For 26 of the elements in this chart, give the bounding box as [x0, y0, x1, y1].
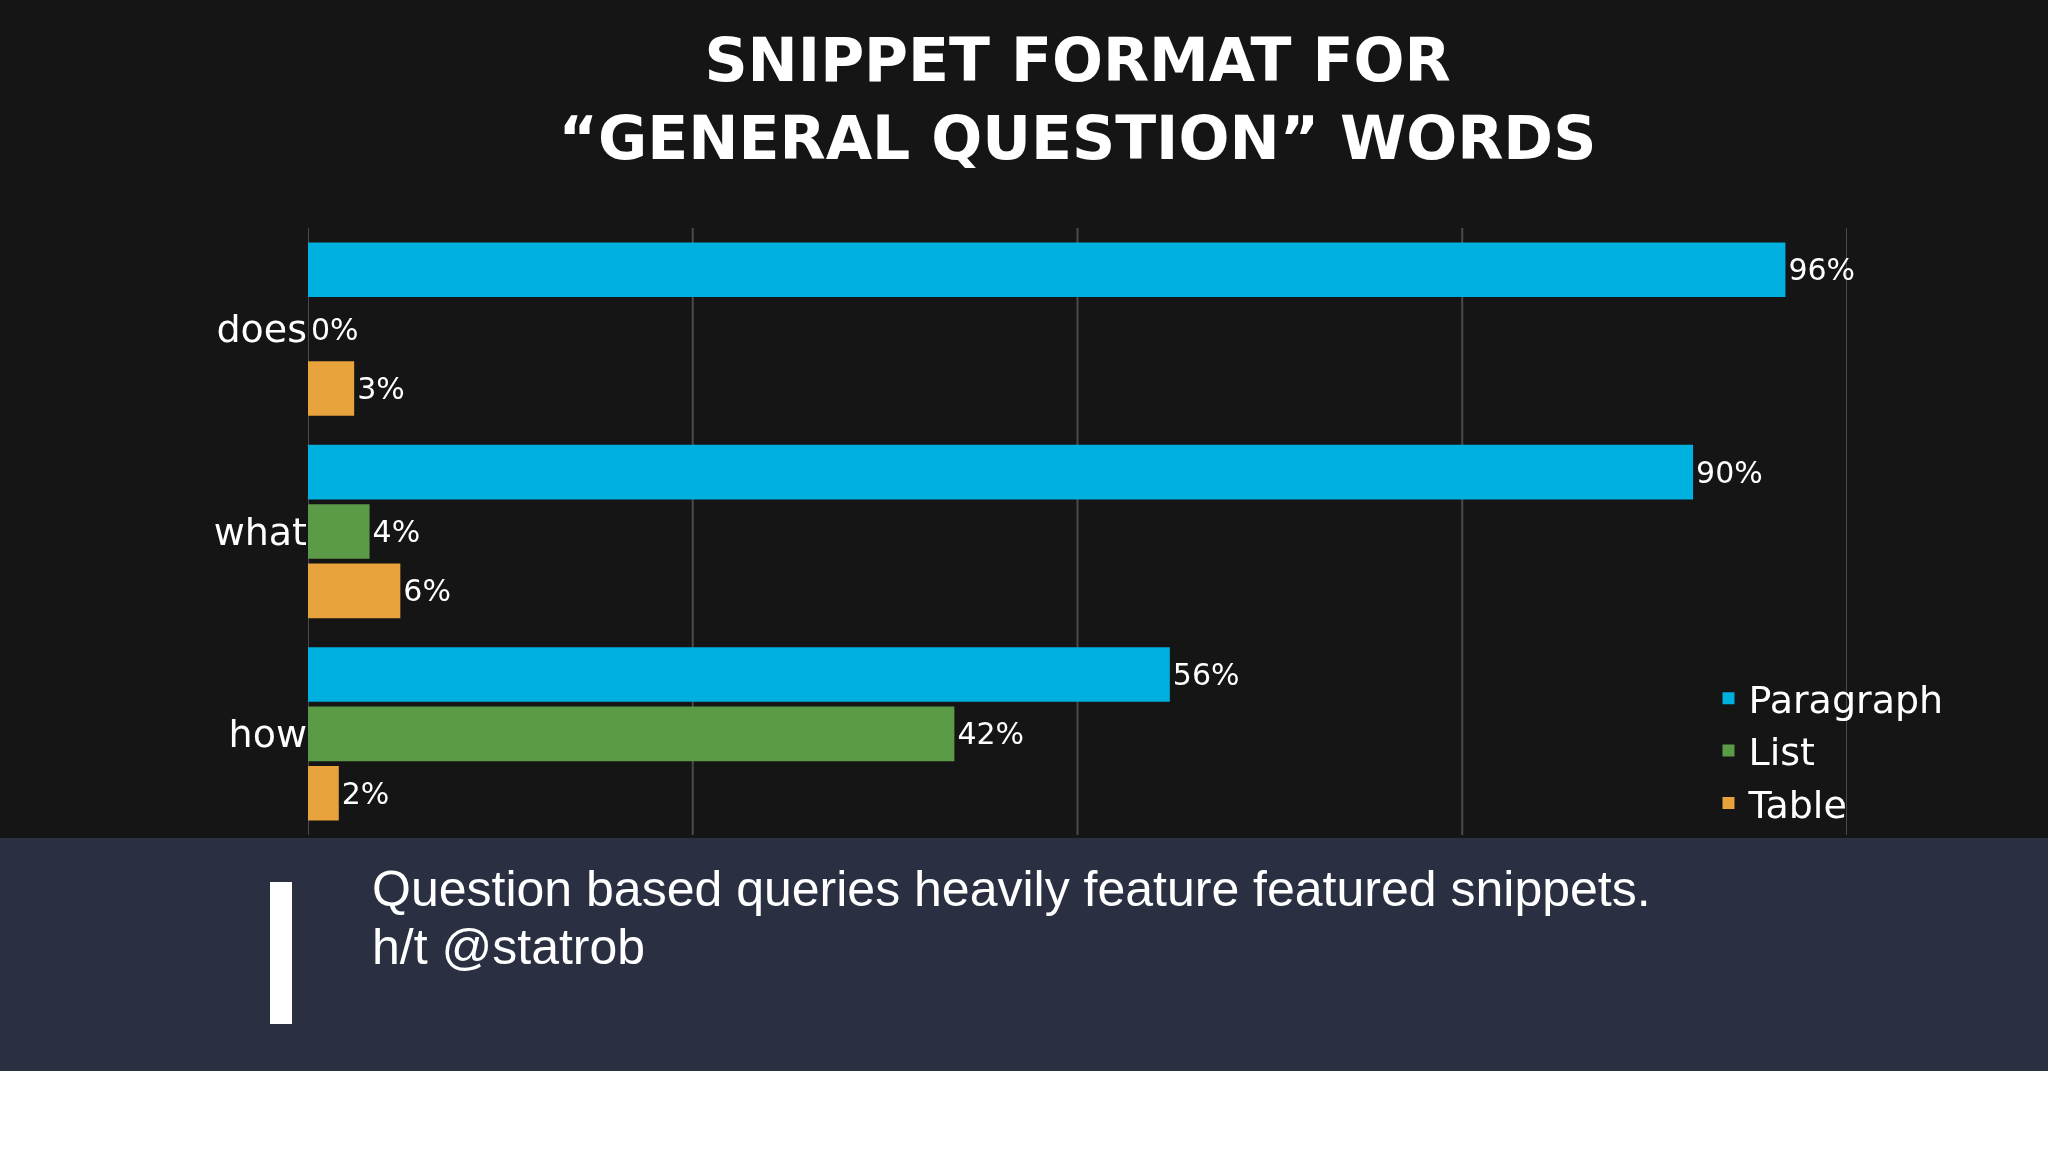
data-label: 96% [1788, 252, 1856, 288]
bar [308, 765, 339, 821]
data-label: 0% [311, 311, 359, 347]
bar [308, 361, 355, 416]
data-label: 2% [341, 775, 390, 811]
bar [308, 242, 1786, 298]
bar [308, 563, 401, 619]
legend-label: Table [1747, 782, 1847, 827]
bar [308, 504, 370, 559]
y-tick-label: does [216, 307, 307, 352]
bar [308, 444, 1694, 500]
bar [308, 647, 1170, 702]
data-label: 42% [957, 716, 1025, 752]
text: Question based queries heavily feature featured snippets. [372, 860, 1651, 918]
y-tick-label: how [228, 712, 307, 757]
data-label: 56% [1172, 656, 1240, 692]
chart-title: SNIPPET FORMAT FOR “GENERAL QUESTION” WORDS [558, 24, 1597, 173]
data-label: 90% [1696, 454, 1763, 490]
y-tick-label: what [213, 509, 307, 554]
data-label: 4% [372, 514, 421, 549]
data-label: 3% [357, 371, 405, 407]
text: h/t @statrob [372, 918, 647, 976]
data-label: 6% [403, 573, 451, 609]
bar [308, 706, 955, 762]
legend-label: Paragraph [1748, 678, 1944, 723]
legend-label: List [1748, 730, 1815, 775]
